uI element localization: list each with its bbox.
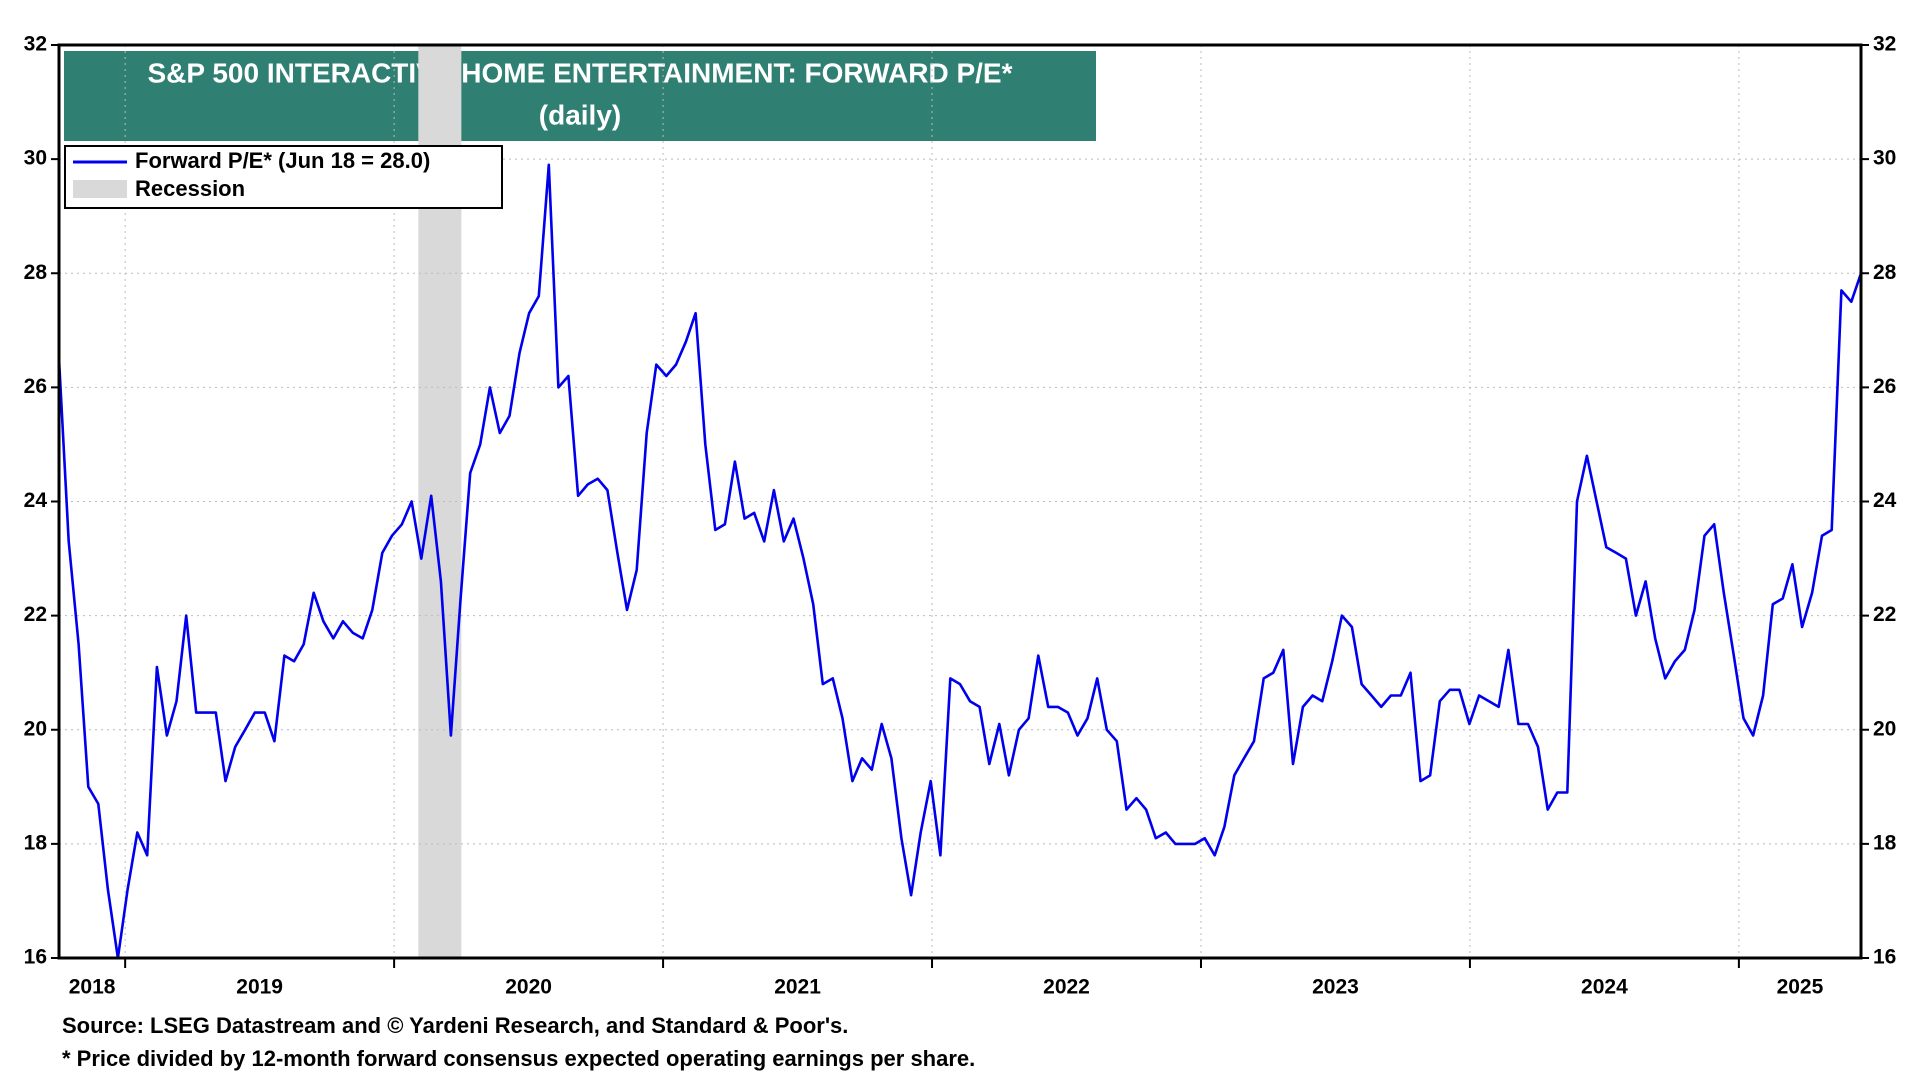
y-tick-label-right: 26: [1873, 375, 1896, 398]
line-series: [57, 163, 1863, 960]
chart-subtitle: (daily): [539, 99, 621, 130]
x-tick-label: 2019: [236, 976, 283, 999]
x-tick-label: 2022: [1043, 976, 1090, 999]
note: * Price divided by 12-month forward cons…: [62, 1046, 975, 1071]
plot-frame: [57, 43, 1863, 960]
y-tick-label: 18: [24, 831, 48, 854]
x-tick-label: 2018: [69, 976, 116, 999]
y-tick-label-right: 24: [1873, 489, 1897, 512]
y-tick-label: 26: [24, 375, 47, 398]
source: Source: LSEG Datastream and © Yardeni Re…: [62, 1013, 848, 1038]
y-tick-label-right: 30: [1873, 147, 1896, 170]
legend-label: Recession: [135, 176, 245, 201]
x-tick-label: 2020: [505, 976, 552, 999]
y-tick-label-right: 32: [1873, 33, 1896, 56]
y-tick-label: 22: [24, 603, 47, 626]
chart-title: S&P 500 INTERACTIVE HOME ENTERTAINMENT: …: [148, 57, 1013, 88]
x-tick-label: 2021: [774, 976, 821, 999]
legend-box: [64, 145, 503, 209]
y-tick-label: 30: [24, 147, 47, 170]
y-tick-label-right: 22: [1873, 603, 1896, 626]
title-box: [64, 51, 1096, 141]
legend-swatch: [73, 180, 127, 198]
y-tick-label: 32: [24, 33, 47, 56]
x-tick-label: 2023: [1312, 976, 1359, 999]
y-tick-label: 28: [24, 261, 48, 284]
legend-label: Forward P/E* (Jun 18 = 28.0): [135, 148, 430, 173]
y-tick-label: 24: [24, 489, 48, 512]
x-tick-label: 2025: [1777, 976, 1824, 999]
y-tick-label-right: 28: [1873, 261, 1897, 284]
y-tick-label-right: 20: [1873, 717, 1896, 740]
y-tick-label-right: 18: [1873, 831, 1897, 854]
y-tick-label: 20: [24, 717, 47, 740]
x-tick-label: 2024: [1581, 976, 1628, 999]
y-tick-label: 16: [24, 946, 47, 969]
y-tick-label-right: 16: [1873, 946, 1896, 969]
